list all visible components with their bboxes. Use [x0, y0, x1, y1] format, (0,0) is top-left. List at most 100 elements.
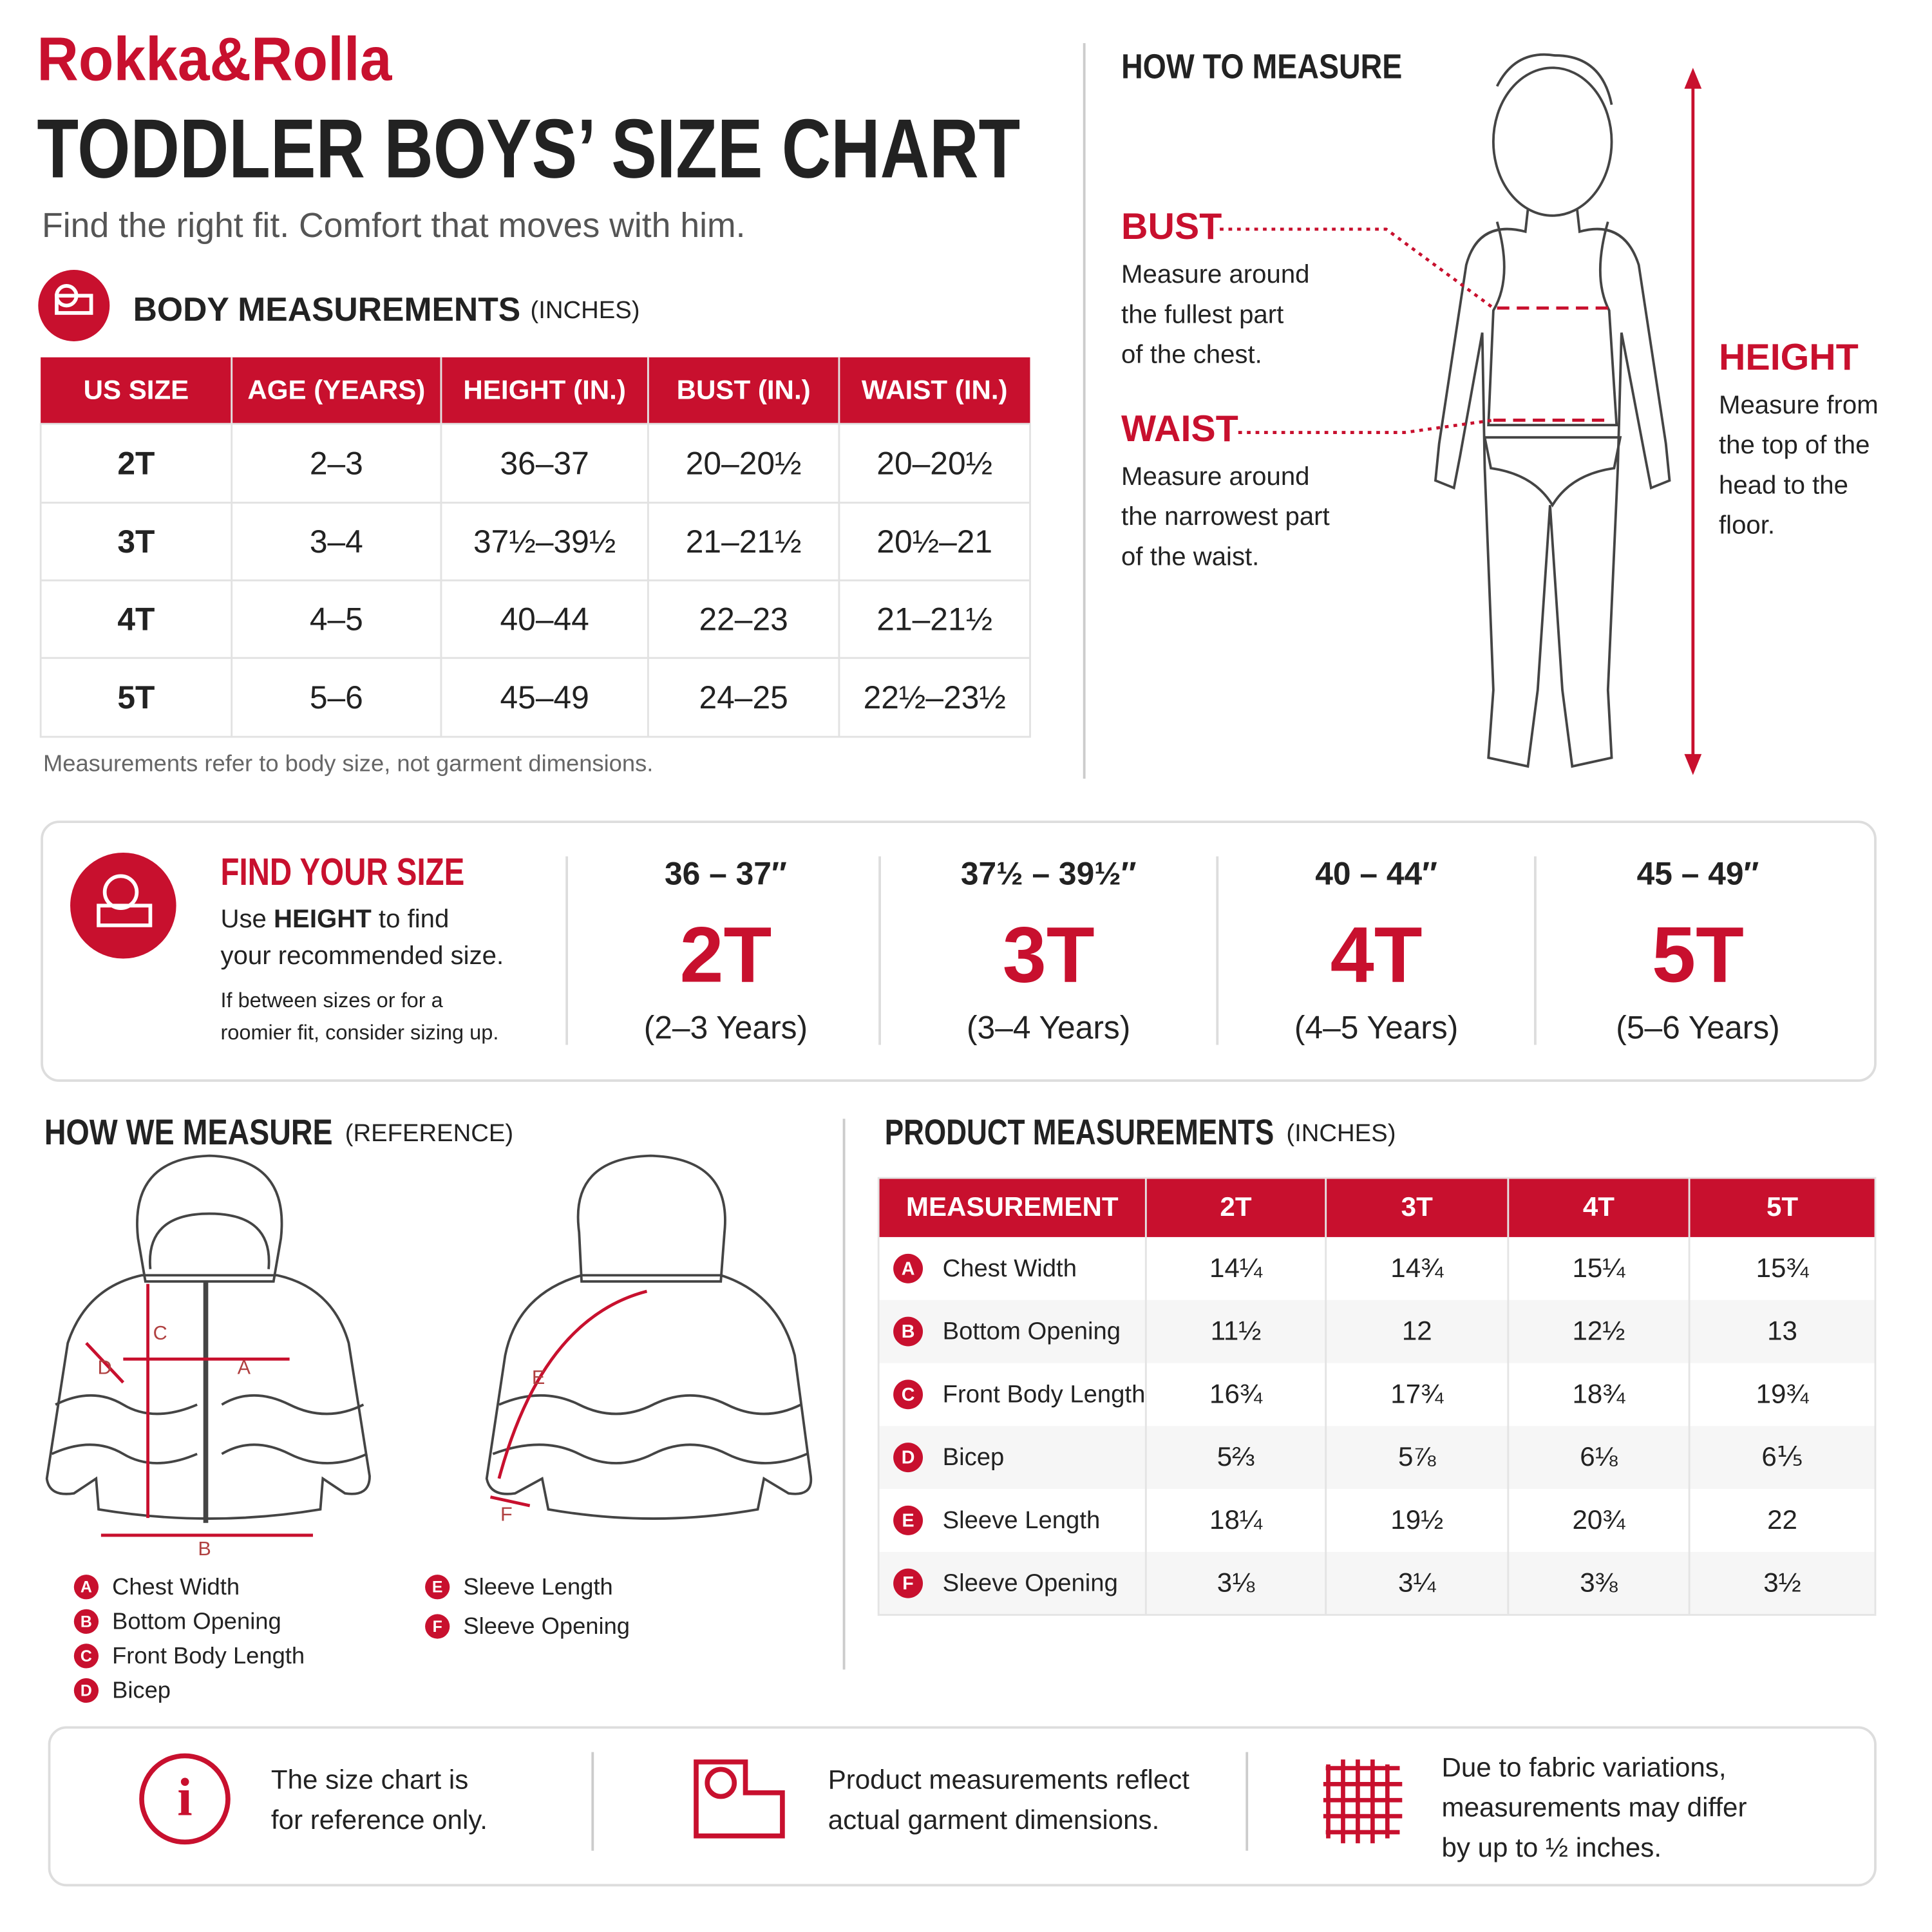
- jacket-back: [485, 1154, 813, 1520]
- heading: BODY MEASUREMENTS: [133, 290, 521, 328]
- quilting: [51, 1394, 368, 1464]
- row-badge: [893, 1253, 923, 1283]
- row-stripe: [878, 1300, 1875, 1363]
- table-cell: 22–23: [699, 601, 788, 637]
- instruction-part: Use: [220, 904, 274, 933]
- table-cell: 2–3: [310, 445, 363, 481]
- legend-badge: [73, 1678, 99, 1703]
- row-letter: A: [902, 1258, 915, 1279]
- tape-icon-part: [102, 874, 139, 910]
- info-icon: [139, 1753, 231, 1845]
- tape-icon-part: [55, 284, 79, 308]
- size-label: 3T: [1003, 911, 1095, 999]
- row-letter: F: [902, 1573, 914, 1594]
- diagram-letter: B: [198, 1538, 211, 1560]
- table-header: [41, 357, 1030, 424]
- table-cell: 12: [1402, 1316, 1432, 1346]
- note-text: for reference only.: [271, 1804, 488, 1835]
- table-cell: 5T: [117, 679, 155, 715]
- legend-label: Front Body Length: [112, 1642, 305, 1669]
- row-badge: [893, 1379, 923, 1410]
- instruction-emphasis: HEIGHT: [274, 904, 372, 933]
- table-cell: 3¼: [1398, 1567, 1436, 1598]
- row-name: Bottom Opening: [943, 1318, 1121, 1345]
- size-years: (5–6 Years): [1616, 1010, 1779, 1046]
- table-cell: 19¾: [1756, 1378, 1810, 1408]
- legend-badge: [73, 1575, 99, 1600]
- find-size-panel: [41, 820, 1877, 1082]
- section-heading: HOW TO MEASURE: [1121, 48, 1402, 86]
- table-cell: 24–25: [699, 679, 788, 715]
- section-heading: HOW WE MEASURE (REFERENCE): [44, 1112, 513, 1152]
- section-heading: BODY MEASUREMENTS (INCHES): [133, 290, 640, 328]
- row-badge: [893, 1505, 923, 1535]
- jacket-body: [45, 1274, 371, 1520]
- bust-pointer: [1220, 227, 1495, 310]
- legend-badge: [425, 1575, 450, 1600]
- legend-label: Sleeve Opening: [463, 1613, 630, 1639]
- table-border: [877, 1177, 1877, 1616]
- table-cell: 15¾: [1756, 1253, 1810, 1283]
- table-cell: 37½–39½: [473, 524, 616, 560]
- size-label: 4T: [1331, 911, 1423, 999]
- instruction: Use HEIGHT to find: [220, 904, 449, 933]
- table-cell: 3T: [117, 524, 155, 560]
- row-name: Chest Width: [943, 1255, 1077, 1282]
- note-text: actual garment dimensions.: [828, 1804, 1160, 1835]
- tip: If between sizes or for a: [220, 989, 443, 1012]
- brand: Rokka&Rolla: [37, 25, 392, 94]
- column-header: AGE (YEARS): [247, 375, 425, 405]
- table-cell: 14¾: [1390, 1253, 1444, 1283]
- table-cell: 12½: [1573, 1316, 1625, 1346]
- waist-pointer: [1238, 419, 1494, 434]
- row-name: Sleeve Length: [943, 1506, 1101, 1534]
- measure-label: WAIST: [1121, 408, 1238, 450]
- table-cell: 18¾: [1573, 1378, 1626, 1408]
- legend-letter: D: [80, 1681, 92, 1700]
- diagram-letter: C: [153, 1322, 167, 1344]
- table-cell: 3⅛: [1217, 1567, 1255, 1598]
- legend-badge: [73, 1643, 99, 1669]
- size-label: 5T: [1652, 911, 1744, 999]
- row-badge: [893, 1443, 923, 1473]
- table-cell: 40–44: [500, 601, 589, 637]
- hood-inner: [148, 1212, 270, 1269]
- row-stripe: [878, 1551, 1875, 1615]
- legend-letter: E: [432, 1578, 443, 1596]
- measure-label: BUST: [1121, 206, 1222, 247]
- row-badge: [893, 1568, 923, 1598]
- size-years: (3–4 Years): [967, 1010, 1130, 1046]
- table-cell: 16¾: [1209, 1378, 1263, 1408]
- hood: [576, 1154, 726, 1283]
- measure-text: Measure around: [1121, 462, 1309, 491]
- note-text: The size chart is: [271, 1765, 468, 1795]
- size-range: 37½ – 39½″: [961, 855, 1137, 891]
- size-range: 40 – 44″: [1315, 855, 1437, 891]
- table-cell: 22: [1767, 1504, 1797, 1535]
- table-cell: 20–20½: [686, 445, 802, 481]
- legend-label: Chest Width: [112, 1573, 240, 1600]
- unit: (REFERENCE): [345, 1119, 513, 1147]
- table-cell: 3½: [1763, 1567, 1801, 1598]
- row-badge: [893, 1316, 923, 1347]
- note-text: Due to fabric variations,: [1442, 1752, 1727, 1783]
- table-cell: 21–21½: [686, 524, 802, 560]
- jacket-body: [485, 1274, 813, 1520]
- size-range: 36 – 37″: [665, 855, 787, 891]
- measure-text: of the chest.: [1121, 340, 1262, 369]
- measure-instructions: BUST Measure around the fullest part of the…: [1121, 206, 1879, 571]
- tank-top: [1487, 221, 1618, 426]
- table-cell: 6⅕: [1761, 1441, 1803, 1472]
- table-cell: 20–20½: [876, 445, 992, 481]
- table-cell: 3–4: [310, 524, 363, 560]
- column-header: 2T: [1220, 1191, 1251, 1222]
- note: Measurements refer to body size, not gar…: [43, 750, 653, 777]
- size-years: (4–5 Years): [1294, 1010, 1458, 1046]
- table-cell: 5⅔: [1217, 1441, 1255, 1472]
- column-header: 3T: [1401, 1191, 1433, 1222]
- note-text: by up to ½ inches.: [1442, 1832, 1662, 1862]
- title: TODDLER BOYS’ SIZE CHART: [37, 101, 1020, 195]
